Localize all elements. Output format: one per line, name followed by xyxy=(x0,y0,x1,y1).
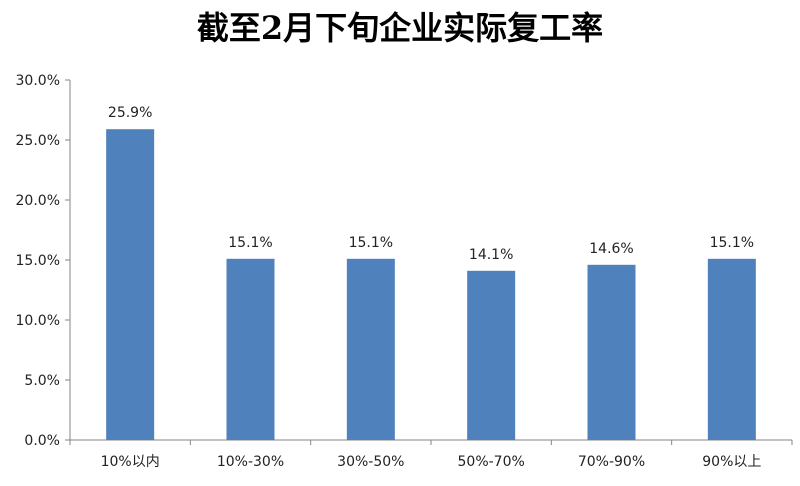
y-tick-label: 10.0% xyxy=(16,313,60,329)
y-tick-label: 0.0% xyxy=(24,433,60,449)
x-tick-label: 10%以内 xyxy=(101,454,160,470)
data-label: 14.6% xyxy=(589,241,633,257)
data-label: 15.1% xyxy=(349,235,393,251)
bar xyxy=(467,270,516,440)
x-tick-label: 30%-50% xyxy=(337,454,404,470)
x-tick-label: 10%-30% xyxy=(217,454,284,470)
x-tick-label: 90%以上 xyxy=(702,454,761,470)
data-label: 15.1% xyxy=(710,235,754,251)
y-tick-label: 20.0% xyxy=(16,193,60,209)
data-label: 15.1% xyxy=(228,235,272,251)
bar xyxy=(587,264,636,440)
y-tick-label: 5.0% xyxy=(24,373,60,389)
chart-title: 截至2月下旬企业实际复工率 xyxy=(196,9,604,47)
data-label: 25.9% xyxy=(108,105,152,121)
y-tick-label: 30.0% xyxy=(16,73,60,89)
x-tick-label: 50%-70% xyxy=(458,454,525,470)
bar xyxy=(226,258,275,440)
y-tick-label: 25.0% xyxy=(16,133,60,149)
bar xyxy=(346,258,395,440)
bar xyxy=(106,129,155,440)
bar xyxy=(707,258,756,440)
y-tick-label: 15.0% xyxy=(16,253,60,269)
data-label: 14.1% xyxy=(469,247,513,263)
x-tick-label: 70%-90% xyxy=(578,454,645,470)
